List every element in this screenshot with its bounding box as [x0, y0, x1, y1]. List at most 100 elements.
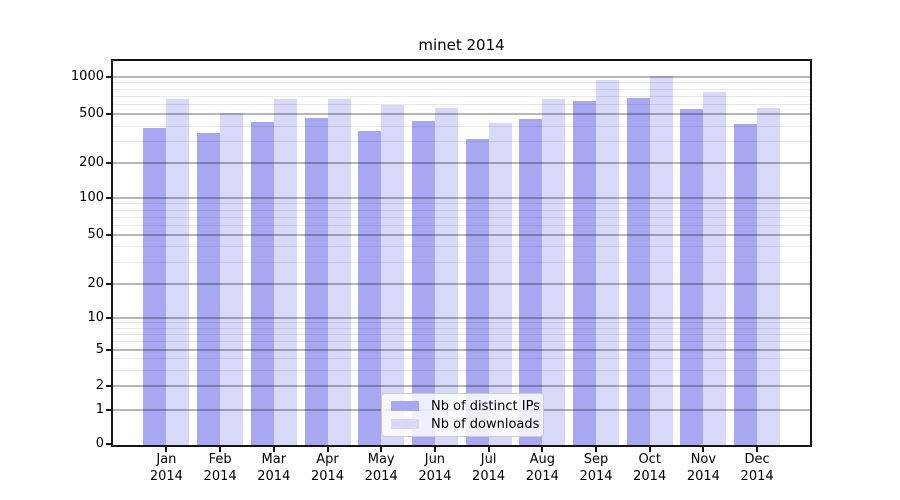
- x-tick-mark: [702, 447, 705, 452]
- bar-downloads-sep: [596, 80, 619, 445]
- gridline-minor: [113, 369, 810, 371]
- x-tick-label-month: Apr: [316, 452, 339, 467]
- gridline-major: [113, 113, 810, 116]
- x-tick-label-month: Mar: [261, 452, 287, 467]
- gridline-minor: [113, 104, 810, 106]
- bar-distinct-ips-oct: [626, 97, 650, 445]
- x-tick-label-aug: Aug 2014: [511, 451, 573, 485]
- x-tick-label-month: Dec: [744, 452, 770, 467]
- bar-distinct-ips-jul: [465, 139, 489, 445]
- gridline-minor: [113, 95, 810, 97]
- x-tick-label-dec: Dec 2014: [726, 451, 788, 485]
- y-tick-label-0: 0: [95, 436, 104, 452]
- plot-area: [111, 59, 812, 447]
- x-tick-label-year: 2014: [310, 469, 345, 484]
- x-tick-label-year: 2014: [740, 469, 774, 484]
- x-tick-mark: [756, 447, 759, 452]
- legend-label-downloads: Nb of downloads: [431, 416, 540, 432]
- x-tick-label-year: 2014: [364, 469, 398, 484]
- gridline-major: [113, 349, 810, 351]
- y-tick-mark: [106, 316, 111, 319]
- x-tick-label-month: Nov: [690, 452, 717, 467]
- gridline-minor: [113, 224, 810, 226]
- bar-downloads-feb: [220, 112, 244, 445]
- bar-distinct-ips-feb: [197, 133, 221, 445]
- x-tick-label-month: Aug: [529, 452, 555, 467]
- x-tick-mark: [165, 447, 168, 452]
- y-tick-label-1000: 1000: [70, 69, 104, 85]
- y-tick-mark: [106, 113, 111, 116]
- x-tick-label-oct: Oct 2014: [619, 451, 681, 485]
- x-tick-label-year: 2014: [418, 469, 452, 484]
- x-tick-label-month: Jul: [480, 452, 497, 467]
- legend-item-downloads: Nb of downloads: [391, 417, 539, 432]
- x-tick-label-year: 2014: [203, 469, 237, 484]
- bar-distinct-ips-dec: [734, 123, 758, 445]
- bar-downloads-nov: [703, 92, 727, 445]
- y-tick-mark: [106, 408, 111, 411]
- gridline-major: [113, 385, 810, 388]
- x-tick-label-year: 2014: [149, 469, 183, 484]
- x-tick-label-month: Jan: [156, 452, 177, 467]
- y-tick-label-200: 200: [79, 155, 104, 171]
- bar-downloads-mar: [273, 99, 297, 445]
- y-tick-mark: [106, 443, 111, 446]
- x-tick-label-nov: Nov 2014: [672, 451, 734, 485]
- bar-distinct-ips-mar: [250, 121, 274, 445]
- gridline-minor: [113, 125, 810, 127]
- x-tick-label-month: Jun: [424, 452, 446, 467]
- legend-swatch-distinct-ips-icon: [391, 401, 419, 411]
- gridline-minor: [113, 358, 810, 360]
- legend-item-distinct-ips: Nb of distinct IPs: [391, 399, 540, 414]
- bar-distinct-ips-aug: [519, 118, 543, 445]
- x-tick-label-apr: Apr 2014: [297, 451, 359, 485]
- y-tick-label-1: 1: [95, 401, 104, 417]
- x-tick-label-month: May: [367, 452, 395, 467]
- x-tick-label-year: 2014: [472, 469, 506, 484]
- y-tick-mark: [106, 349, 111, 351]
- gridline-minor: [113, 88, 810, 90]
- gridline-minor: [113, 322, 810, 324]
- legend-swatch-downloads-icon: [391, 419, 419, 429]
- bar-distinct-ips-jan: [143, 128, 167, 445]
- gridline-major: [113, 162, 810, 165]
- y-tick-label-2: 2: [95, 378, 104, 394]
- bar-distinct-ips-may: [358, 131, 382, 445]
- x-tick-label-jul: Jul 2014: [458, 451, 520, 485]
- x-tick-label-month: Feb: [208, 452, 232, 467]
- gridline-minor: [113, 246, 810, 248]
- y-tick-label-5: 5: [95, 342, 104, 357]
- gridline-minor: [113, 141, 810, 143]
- bar-downloads-may: [381, 104, 405, 445]
- bar-downloads-apr: [327, 98, 351, 445]
- x-tick-label-sep: Sep 2014: [565, 451, 627, 485]
- y-tick-mark: [106, 162, 111, 165]
- x-tick-mark: [487, 447, 490, 452]
- bar-downloads-dec: [757, 107, 781, 445]
- y-tick-mark: [106, 234, 111, 236]
- gridline-minor: [113, 261, 810, 263]
- y-tick-label-100: 100: [79, 190, 104, 206]
- x-tick-label-feb: Feb 2014: [189, 451, 251, 485]
- x-tick-mark: [595, 447, 597, 452]
- bar-downloads-aug: [542, 98, 566, 445]
- bar-downloads-jul: [488, 123, 512, 445]
- y-tick-mark: [106, 197, 111, 200]
- x-tick-label-jun: Jun 2014: [404, 451, 466, 485]
- bar-downloads-jan: [166, 99, 190, 445]
- y-tick-label-50: 50: [87, 227, 104, 242]
- bar-distinct-ips-sep: [573, 101, 596, 445]
- y-tick-mark: [106, 385, 111, 388]
- gridline-minor: [113, 333, 810, 335]
- y-tick-label-20: 20: [87, 275, 104, 291]
- x-tick-mark: [326, 447, 329, 452]
- y-tick-label-500: 500: [79, 106, 104, 122]
- x-tick-label-year: 2014: [633, 469, 667, 484]
- x-tick-mark: [433, 447, 436, 452]
- chart-title: minet 2014: [418, 36, 505, 54]
- gridline-minor: [113, 203, 810, 205]
- gridline-minor: [113, 216, 810, 218]
- bar-distinct-ips-nov: [680, 109, 704, 445]
- legend-label-distinct-ips: Nb of distinct IPs: [431, 398, 540, 414]
